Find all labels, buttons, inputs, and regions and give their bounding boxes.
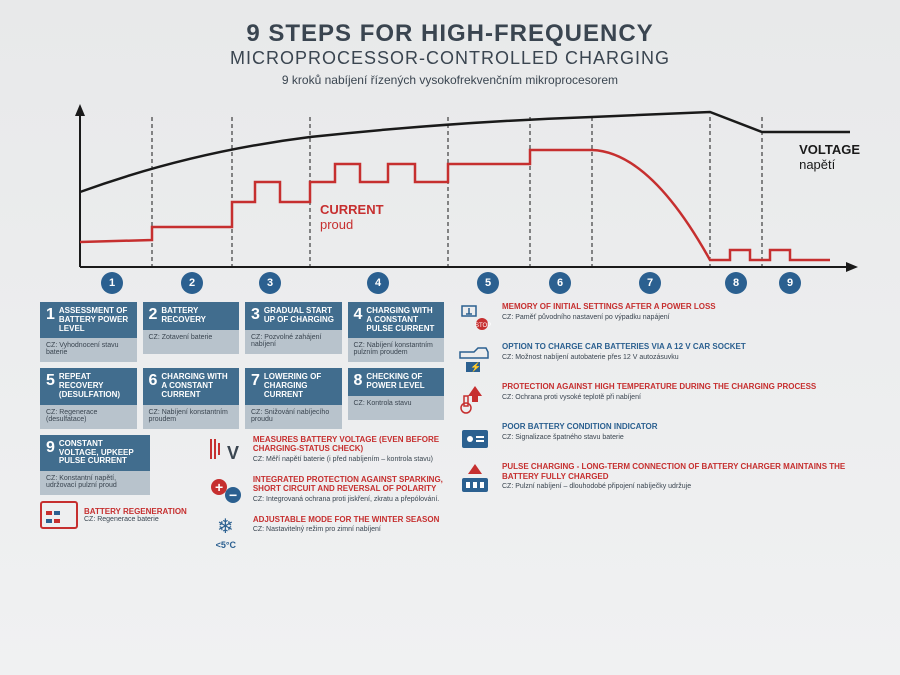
step-circle-9: 9	[779, 272, 801, 294]
mid-feature-2: ❄<5°CADJUSTABLE MODE FOR THE WINTER SEAS…	[207, 515, 444, 547]
svg-text:V: V	[227, 443, 239, 463]
regen-cz: CZ: Regenerace baterie	[84, 516, 187, 523]
svg-text:−: −	[229, 487, 237, 503]
right-feature-4: PULSE CHARGING - LONG-TERM CONNECTION OF…	[456, 462, 860, 494]
battery-regen-icon	[40, 501, 78, 529]
left-column: 1ASSESSMENT OF BATTERY POWER LEVELCZ: Vy…	[40, 302, 444, 555]
label-current: CURRENTproud	[320, 202, 384, 232]
label-voltage: VOLTAGEnapětí	[799, 142, 860, 172]
svg-text:⚡: ⚡	[470, 361, 481, 373]
regen-card: BATTERY REGENERATION CZ: Regenerace bate…	[40, 501, 187, 529]
step-card-2: 2BATTERY RECOVERYCZ: Zotavení baterie	[143, 302, 240, 362]
right-feature-0: STOPMEMORY OF INITIAL SETTINGS AFTER A P…	[456, 302, 860, 334]
regen-title: BATTERY REGENERATION	[84, 507, 187, 516]
feature-icon: ⚡	[456, 342, 494, 374]
right-column: STOPMEMORY OF INITIAL SETTINGS AFTER A P…	[456, 302, 860, 555]
svg-text:STOP: STOP	[475, 323, 491, 329]
right-feature-1: ⚡OPTION TO CHARGE CAR BATTERIES VIA A 12…	[456, 342, 860, 374]
feature-icon: ❄<5°C	[207, 515, 245, 547]
right-feature-3: POOR BATTERY CONDITION INDICATORCZ: Sign…	[456, 422, 860, 454]
step-circle-4: 4	[367, 272, 389, 294]
mid-feature-1: +−INTEGRATED PROTECTION AGAINST SPARKING…	[207, 475, 444, 507]
step-card-6: 6CHARGING WITH A CONSTANT CURRENTCZ: Nab…	[143, 368, 240, 428]
mid-feature-0: VMEASURES BATTERY VOLTAGE (EVEN BEFORE C…	[207, 435, 444, 467]
step-card-7: 7LOWERING OF CHARGING CURRENTCZ: Snižová…	[245, 368, 342, 428]
title-sub: MICROPROCESSOR-CONTROLLED CHARGING	[30, 48, 870, 69]
subtitle-czech: 9 kroků nabíjení řízených vysokofrekvenč…	[30, 73, 870, 87]
feature-icon	[456, 382, 494, 414]
step-circle-7: 7	[639, 272, 661, 294]
step-card-5: 5REPEAT RECOVERY (DESULFATION)CZ: Regene…	[40, 368, 137, 428]
step-circle-5: 5	[477, 272, 499, 294]
step-circle-2: 2	[181, 272, 203, 294]
step-circle-8: 8	[725, 272, 747, 294]
chart-svg	[70, 102, 860, 282]
feature-icon	[456, 462, 494, 494]
feature-icon: V	[207, 435, 245, 467]
step-card-4: 4CHARGING WITH A CONSTANT PULSE CURRENTC…	[348, 302, 445, 362]
step-card-8: 8CHECKING OF POWER LEVELCZ: Kontrola sta…	[348, 368, 445, 428]
feature-icon: STOP	[456, 302, 494, 334]
step-card-3: 3GRADUAL START UP OF CHARGINGCZ: Pozvoln…	[245, 302, 342, 362]
right-feature-2: PROTECTION AGAINST HIGH TEMPERATURE DURI…	[456, 382, 860, 414]
step-circle-6: 6	[549, 272, 571, 294]
feature-icon	[456, 422, 494, 454]
svg-text:❄: ❄	[217, 516, 234, 538]
title-main: 9 STEPS FOR HIGH-FREQUENCY	[30, 20, 870, 48]
step-circle-3: 3	[259, 272, 281, 294]
step-card-1: 1ASSESSMENT OF BATTERY POWER LEVELCZ: Vy…	[40, 302, 137, 362]
chart-area: CURRENTproud VOLTAGEnapětí 123456789	[70, 102, 830, 282]
feature-icon: +−	[207, 475, 245, 507]
svg-text:+: +	[215, 479, 223, 495]
step-circle-1: 1	[101, 272, 123, 294]
